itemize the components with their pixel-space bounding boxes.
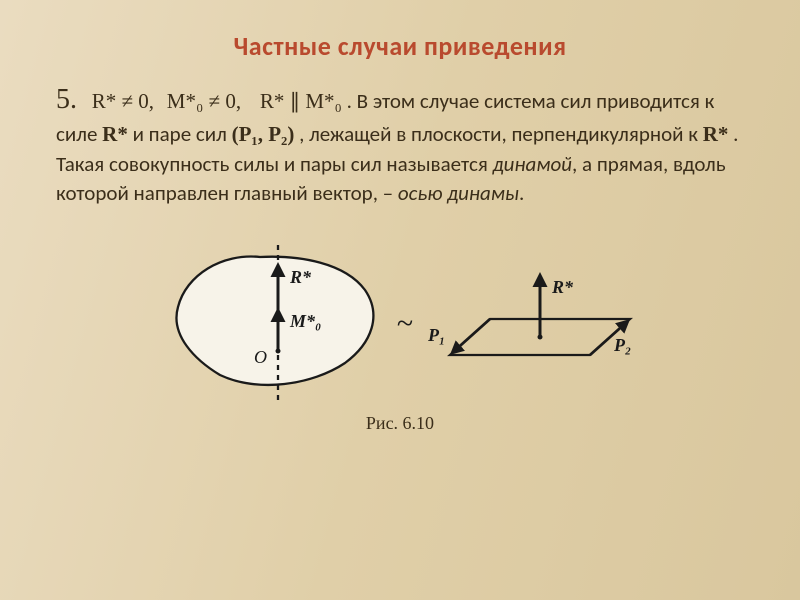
term-axis: осью динамы — [398, 180, 519, 206]
label-M0: M*₀ — [289, 311, 321, 331]
text-mid2: , лежащей в плоскости, перпендикулярной … — [294, 121, 702, 147]
label-P1: P₁ — [427, 325, 445, 345]
condition-3: R* ∥ M*₀ — [250, 89, 342, 113]
label-R-right: R* — [551, 277, 574, 297]
case-number: 5. — [56, 84, 87, 115]
figure-caption: Рис. 6.10 — [56, 413, 744, 434]
equivalence-tilde: ~ — [397, 307, 413, 340]
vector-P1 — [452, 319, 490, 353]
inline-R: R* — [102, 122, 128, 146]
label-O: O — [254, 347, 267, 367]
condition-1: R* ≠ 0, — [92, 89, 154, 113]
label-P2: P₂ — [613, 335, 631, 355]
inline-R2: R* — [703, 122, 729, 146]
term-dynama: динамой — [493, 151, 572, 177]
rigid-body-blob — [176, 257, 373, 385]
text-mid1: и паре сил — [128, 121, 232, 147]
diagram: O R* M*₀ ~ R* P₁ P₂ — [150, 235, 650, 405]
text-dot: . — [519, 180, 524, 206]
point-O — [276, 349, 281, 354]
slide-title: Частные случаи приведения — [56, 30, 744, 62]
label-R-left: R* — [289, 267, 312, 287]
point-center — [538, 335, 543, 340]
inline-pair: (P₁, P₂) — [232, 122, 295, 146]
slide-body: 5. R* ≠ 0, M*₀ ≠ 0, R* ∥ M*₀ . В этом сл… — [56, 80, 744, 209]
condition-2: M*₀ ≠ 0, — [159, 89, 245, 113]
